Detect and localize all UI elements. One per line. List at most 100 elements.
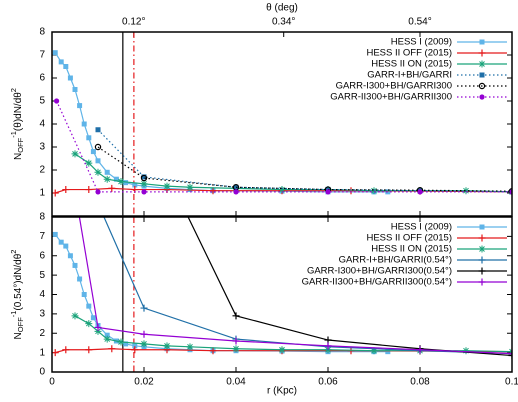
y-tick-label: 8 (39, 27, 45, 38)
marker (325, 189, 331, 195)
y-axis-label-part: N (13, 332, 24, 339)
marker (95, 158, 101, 164)
marker (85, 320, 93, 328)
marker (95, 127, 101, 133)
marker (140, 330, 148, 338)
marker (478, 256, 486, 264)
x-tick-label: 0 (49, 377, 55, 388)
series-line (187, 217, 512, 357)
y-tick-label: 8 (39, 212, 45, 223)
x2-tick-label: 0.12° (122, 17, 145, 28)
legend-label: GARR-II300+BH/GARRII300(0.54°) (302, 277, 452, 288)
marker (478, 49, 486, 57)
y-axis-label-part: -1 (9, 131, 18, 138)
marker (233, 184, 239, 190)
marker (81, 121, 87, 127)
marker (52, 189, 59, 197)
legend-label: GARR-I300+BH/GARRI300 (336, 81, 452, 92)
marker (77, 276, 83, 282)
marker (85, 186, 93, 194)
y-tick-label: 7 (39, 231, 45, 242)
marker (478, 82, 486, 90)
marker (58, 239, 64, 245)
marker (123, 180, 129, 186)
y-axis-label-part: (θ)dN/dθ (13, 92, 24, 131)
y-axis-label-part: -1 (9, 311, 18, 318)
marker (90, 149, 96, 155)
series-line (56, 100, 512, 193)
marker (163, 342, 171, 350)
marker (132, 343, 138, 349)
series-line (97, 146, 512, 192)
marker (478, 60, 486, 68)
marker (478, 267, 486, 275)
y-tick-label: 5 (39, 96, 45, 107)
marker (94, 168, 102, 176)
marker (90, 315, 96, 321)
marker (163, 182, 171, 190)
marker (479, 224, 485, 230)
x-tick-label: 0.1 (505, 377, 518, 388)
marker (132, 182, 138, 188)
y-tick-label: 7 (39, 50, 45, 61)
marker (508, 350, 512, 358)
legend-label: GARR-I+BH/GARRI(0.54°) (339, 255, 452, 266)
marker (324, 342, 332, 350)
y-axis-label-part: N (13, 153, 24, 160)
marker (81, 292, 87, 297)
marker (141, 174, 147, 180)
marker (186, 343, 194, 351)
marker (113, 176, 119, 182)
marker (186, 183, 194, 191)
legend-label: HESS I (2009) (391, 37, 452, 48)
marker (278, 346, 286, 354)
plot-area (52, 32, 512, 216)
marker (508, 352, 512, 360)
marker (86, 303, 92, 309)
marker (278, 186, 286, 194)
marker (117, 338, 125, 346)
y-tick-label: 4 (39, 289, 45, 300)
marker (232, 337, 240, 345)
legend-label: HESS II OFF (2015) (366, 48, 452, 59)
marker (479, 72, 485, 78)
y-axis-label-part: (0.54°)dN/dθ (13, 253, 24, 310)
marker (416, 346, 424, 354)
marker (72, 262, 78, 268)
plot-area (52, 122, 512, 372)
y-tick-label: 4 (39, 119, 45, 130)
y-tick-label: 5 (39, 270, 45, 281)
x2-tick-label: 0.54° (408, 17, 431, 28)
legend-label: GARR-II300+BH/GARRII300 (330, 92, 452, 103)
marker (67, 253, 73, 259)
marker (94, 323, 102, 331)
x-axis-label: r (Kpc) (267, 386, 297, 397)
marker (58, 59, 64, 65)
y-tick-label: 1 (39, 188, 45, 199)
marker (95, 200, 102, 207)
y-tick-label: 3 (39, 309, 45, 320)
marker (131, 346, 139, 354)
y-axis-label-part: OFF (16, 317, 25, 332)
marker (140, 180, 148, 188)
marker (85, 159, 93, 167)
x2-axis-label: θ (deg) (266, 3, 298, 14)
x-tick-label: 0.04 (226, 377, 246, 388)
marker (117, 178, 125, 185)
y-tick-label: 6 (39, 73, 45, 84)
marker (71, 312, 79, 320)
x2-tick-label: 0.34° (272, 17, 295, 28)
marker (140, 304, 148, 312)
y-axis-label-part: 2 (9, 250, 18, 254)
x-tick-label: 0.08 (410, 377, 430, 388)
marker (54, 98, 60, 104)
marker (123, 341, 129, 347)
marker (67, 75, 73, 81)
y-axis-label: NOFF-1(0.54°)dN/dθ2 (9, 250, 25, 340)
marker (104, 332, 110, 338)
marker (52, 349, 59, 357)
marker (478, 278, 486, 286)
marker (141, 122, 148, 129)
y-tick-label: 3 (39, 142, 45, 153)
x-tick-label: 0.06 (318, 377, 338, 388)
